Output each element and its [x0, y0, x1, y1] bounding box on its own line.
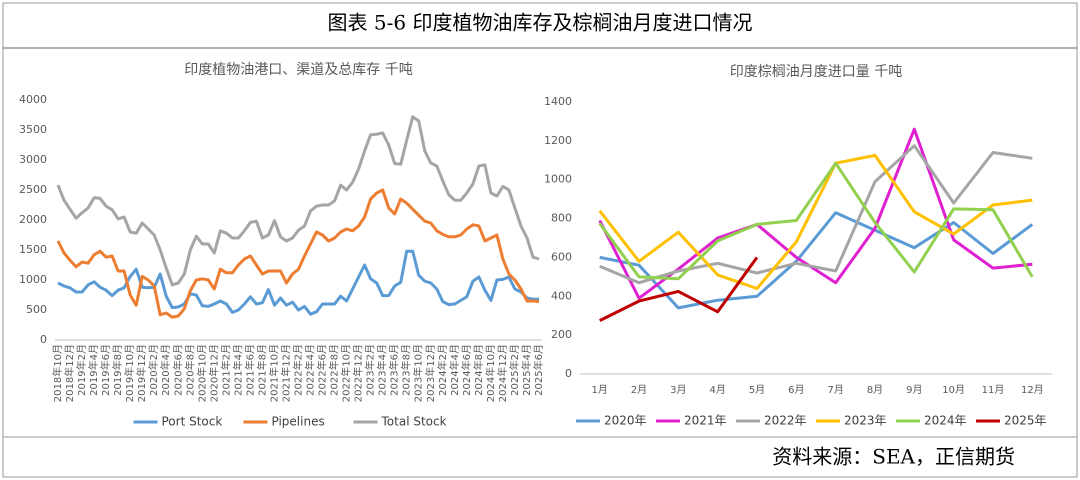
legend-label: 2020年 — [604, 414, 647, 428]
x-tick-label: 2022年8月 — [328, 344, 341, 396]
source: 资料来源：SEA，正信期货 — [772, 445, 1015, 469]
x-tick-label: 12月 — [1021, 384, 1044, 396]
series-line — [56, 115, 540, 287]
y-tick-label: 400 — [551, 289, 572, 302]
x-tick-label: 2018年10月 — [51, 344, 64, 402]
x-tick-label: 2023年2月 — [364, 344, 377, 396]
x-tick-label: 2020年6月 — [171, 344, 184, 396]
x-tick-label: 2022年12月 — [352, 344, 365, 402]
y-tick-label: 200 — [551, 328, 572, 341]
legend-label: 2021年 — [684, 414, 727, 428]
chart-title: 印度植物油港口、渠道及总库存 千吨 — [184, 62, 412, 78]
x-tick-label: 2021年8月 — [255, 344, 268, 396]
x-tick-label: 2020年12月 — [207, 344, 220, 402]
series-line — [57, 249, 539, 316]
legend-label: 2025年 — [1004, 414, 1047, 428]
x-tick-label: 2025年4月 — [520, 344, 533, 396]
x-tick-label: 2023年12月 — [424, 344, 437, 402]
x-tick-label: 2019年10月 — [123, 344, 136, 402]
x-tick-label: 2023年10月 — [412, 344, 425, 402]
series-line — [56, 188, 540, 319]
x-tick-label: 6月 — [788, 384, 804, 396]
x-tick-label: 3月 — [670, 384, 686, 396]
x-tick-label: 2021年10月 — [267, 344, 280, 402]
legend-label: 2024年 — [924, 414, 967, 428]
series-line — [599, 144, 1033, 285]
y-tick-label: 4000 — [19, 93, 47, 106]
y-tick-label: 2500 — [19, 183, 47, 196]
series-line — [598, 153, 1033, 290]
y-tick-label: 0 — [565, 367, 572, 380]
y-tick-label: 800 — [551, 212, 572, 225]
x-tick-label: 8月 — [867, 384, 883, 396]
x-tick-label: 2025年2月 — [508, 344, 521, 396]
x-tick-label: 2021年12月 — [279, 344, 292, 402]
x-tick-label: 2021年4月 — [231, 344, 244, 396]
legend-label: 2023年 — [844, 414, 887, 428]
series-line — [598, 161, 1034, 281]
x-tick-label: 2021年6月 — [243, 344, 256, 396]
x-tick-label: 2024年4月 — [448, 344, 461, 396]
x-tick-label: 2019年12月 — [135, 344, 148, 402]
x-tick-label: 4月 — [709, 384, 725, 396]
y-tick-label: 600 — [551, 250, 572, 263]
x-tick-label: 2月 — [631, 384, 647, 396]
y-tick-label: 3000 — [19, 153, 47, 166]
x-tick-label: 1月 — [591, 384, 607, 396]
x-tick-label: 2024年2月 — [436, 344, 449, 396]
x-tick-label: 2019年4月 — [87, 344, 100, 396]
page-title: 图表 5-6 印度植物油库存及棕榈油月度进口情况 — [328, 11, 753, 35]
y-tick-label: 1200 — [544, 134, 572, 147]
x-tick-label: 2024年10月 — [484, 344, 497, 402]
x-tick-label: 2023年4月 — [376, 344, 389, 396]
x-tick-label: 2024年12月 — [496, 344, 509, 402]
x-tick-label: 10月 — [942, 384, 965, 396]
x-tick-label: 2024年6月 — [460, 344, 473, 396]
x-tick-label: 2020年8月 — [183, 344, 196, 396]
x-tick-label: 2023年6月 — [388, 344, 401, 396]
y-tick-label: 1000 — [19, 273, 47, 286]
legend-label: 2022年 — [764, 414, 807, 428]
series-line — [598, 127, 1033, 300]
y-tick-label: 1400 — [544, 95, 572, 108]
x-tick-label: 2025年6月 — [532, 344, 545, 396]
y-tick-label: 0 — [40, 333, 47, 346]
y-tick-label: 3500 — [19, 123, 47, 136]
x-tick-label: 2024年8月 — [472, 344, 485, 396]
legend-label: Total Stock — [381, 415, 447, 429]
x-tick-label: 2020年10月 — [195, 344, 208, 402]
y-tick-label: 500 — [26, 303, 47, 316]
y-tick-label: 1500 — [19, 243, 47, 256]
legend-label: Pipelines — [272, 415, 325, 429]
x-tick-label: 9月 — [906, 384, 922, 396]
legend-label: Port Stock — [162, 415, 223, 429]
x-tick-label: 2020年4月 — [159, 344, 172, 396]
x-tick-label: 2022年6月 — [316, 344, 329, 396]
x-tick-label: 2019年6月 — [99, 344, 112, 396]
x-tick-label: 2019年2月 — [75, 344, 88, 396]
x-tick-label: 2023年8月 — [400, 344, 413, 396]
x-tick-label: 2021年2月 — [219, 344, 232, 396]
x-tick-label: 2020年2月 — [147, 344, 160, 396]
x-tick-label: 5月 — [749, 384, 765, 396]
x-tick-label: 2022年4月 — [304, 344, 317, 396]
x-tick-label: 2022年10月 — [340, 344, 353, 402]
y-tick-label: 1000 — [544, 173, 572, 186]
series-line — [599, 256, 759, 322]
chart-title: 印度棕榈油月度进口量 千吨 — [730, 64, 902, 80]
x-tick-label: 2019年8月 — [111, 344, 124, 396]
x-tick-label: 2018年12月 — [63, 344, 76, 402]
x-tick-label: 2022年2月 — [292, 344, 305, 396]
y-tick-label: 2000 — [19, 213, 47, 226]
x-tick-label: 7月 — [827, 384, 843, 396]
x-tick-label: 11月 — [982, 384, 1005, 396]
